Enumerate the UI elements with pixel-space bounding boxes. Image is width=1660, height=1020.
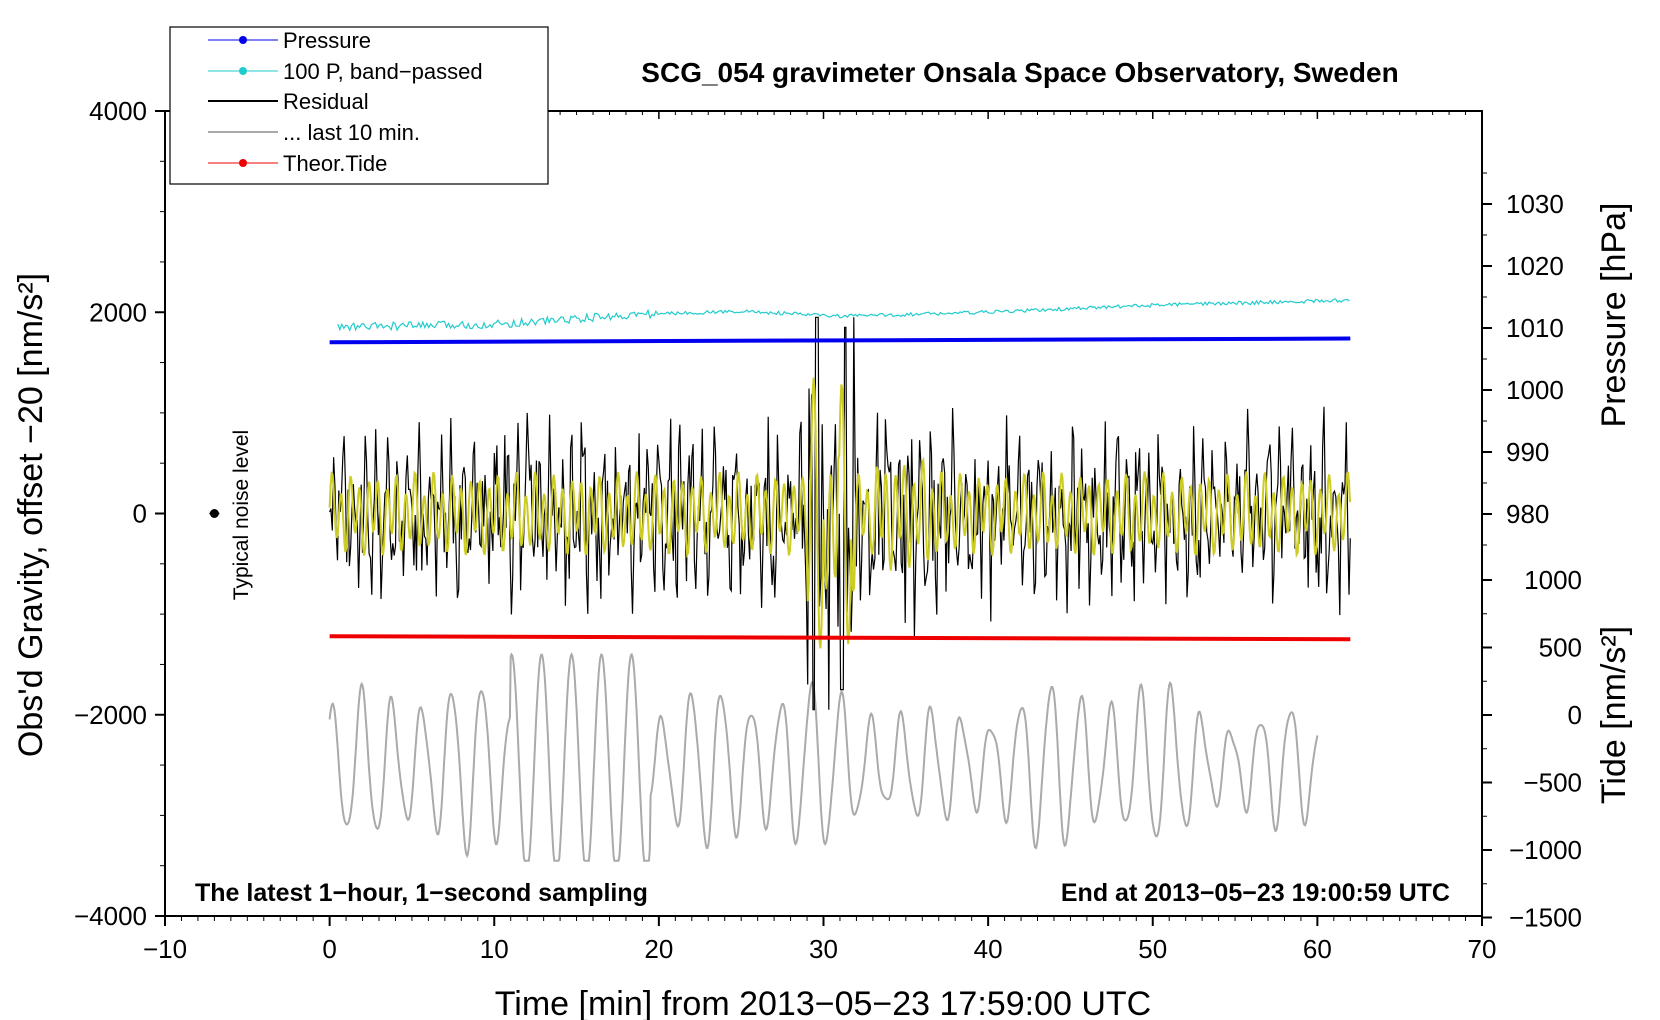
legend-item-residual: Residual: [208, 89, 369, 114]
pressure-tick-label: 1030: [1506, 189, 1564, 219]
noise-level-label: Typical noise level: [230, 430, 253, 600]
tide-tick-label: 500: [1539, 633, 1582, 663]
tide-tick-label: −1500: [1509, 903, 1582, 933]
tide-tick-label: −1000: [1509, 835, 1582, 865]
series-residual-smoothed: [328, 377, 1351, 649]
y-left-tick-label: 2000: [89, 297, 147, 327]
y-left-tick-label: 0: [133, 499, 147, 529]
chart-title: SCG_054 gravimeter Onsala Space Observat…: [641, 57, 1398, 88]
pressure-tick-label: 990: [1506, 437, 1549, 467]
series-pressure: [329, 336, 1351, 345]
tide-tick-label: 1000: [1524, 565, 1582, 595]
y-left-tick-label: −2000: [74, 700, 147, 730]
legend-label-residual: Residual: [283, 89, 369, 114]
y-axis-label-left: Obs'd Gravity, offset −20 [nm/s²]: [12, 273, 50, 757]
legend-item-pressure: Pressure: [208, 28, 371, 53]
x-tick-label: 10: [480, 934, 509, 964]
x-tick-label: 60: [1303, 934, 1332, 964]
series-theor-tide: [329, 634, 1351, 642]
legend-label-band-passed: 100 P, band−passed: [283, 59, 483, 84]
series-layer: [209, 298, 1351, 862]
series-last-10-min: [328, 652, 1319, 862]
x-axis-label: Time [min] from 2013−05−23 17:59:00 UTC: [495, 985, 1151, 1020]
tide-tick-label: 0: [1568, 700, 1582, 730]
x-tick-label: 40: [974, 934, 1003, 964]
series-residual: [329, 316, 1351, 711]
x-tick-label: 50: [1138, 934, 1167, 964]
pressure-tick-label: 1010: [1506, 313, 1564, 343]
pressure-tick-label: 1000: [1506, 375, 1564, 405]
legend-marker-band-passed: [239, 67, 247, 75]
legend-label-pressure: Pressure: [283, 28, 371, 53]
y-axis-label-pressure: Pressure [hPa]: [1595, 203, 1633, 428]
y-left-tick-label: −4000: [74, 901, 147, 931]
legend-label-tide: Theor.Tide: [283, 151, 387, 176]
noise-level-marker: [209, 509, 219, 518]
x-tick-label: 20: [644, 934, 673, 964]
x-tick-label: 0: [322, 934, 336, 964]
legend-item-tide: Theor.Tide: [208, 151, 387, 176]
x-tick-label: 70: [1468, 934, 1497, 964]
series-band-passed: [337, 298, 1350, 332]
x-tick-label: −10: [143, 934, 187, 964]
legend-marker-pressure: [239, 36, 247, 44]
x-tick-label: 30: [809, 934, 838, 964]
tick-layer: −10 0 10 20 30 40 50 60 70400020000−2000−4000103…: [74, 96, 1582, 964]
y-axis-label-tide: Tide [nm/s²]: [1595, 626, 1633, 804]
sampling-note: The latest 1−hour, 1−second sampling: [195, 879, 648, 907]
legend-label-last10: ... last 10 min.: [283, 120, 420, 145]
end-time-note: End at 2013−05−23 19:00:59 UTC: [1061, 879, 1450, 907]
legend-box: [169, 26, 549, 185]
legend-marker-tide: [239, 159, 247, 167]
legend: Pressure 100 P, band−passed Residual ...…: [169, 26, 549, 185]
y-left-tick-label: 4000: [89, 96, 147, 126]
pressure-tick-label: 1020: [1506, 251, 1564, 281]
tide-tick-label: −500: [1523, 768, 1582, 798]
legend-item-band-passed: 100 P, band−passed: [208, 59, 483, 84]
pressure-tick-label: 980: [1506, 499, 1549, 529]
legend-item-last10: ... last 10 min.: [208, 120, 420, 145]
